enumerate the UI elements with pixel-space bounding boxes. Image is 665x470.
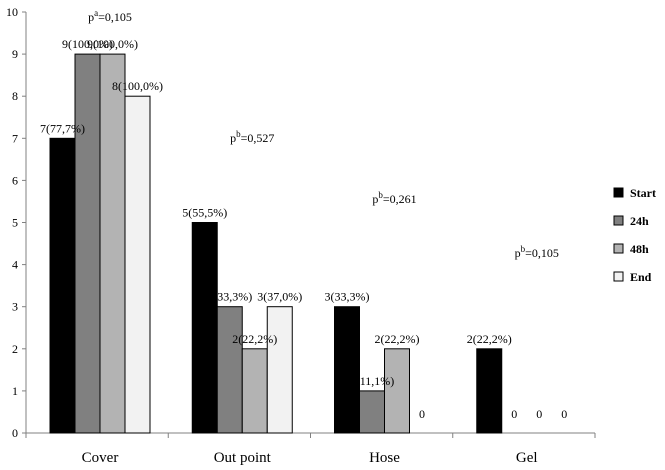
- legend-label: 24h: [630, 214, 649, 228]
- p-value-label: pb=0,261: [372, 190, 416, 206]
- y-tick-label: 10: [6, 5, 18, 19]
- data-label: 8(100,0%): [112, 79, 163, 93]
- axes: 0 1 2 3 4 5 6 7 8 9 10 Cover Out point Hose Gel: [6, 5, 596, 466]
- legend-label: Start: [630, 186, 656, 200]
- data-label: 0: [561, 407, 567, 421]
- data-label: 0: [419, 407, 425, 421]
- data-label: 3(33,3%): [207, 290, 252, 304]
- data-label: 9(100,0%): [62, 37, 113, 51]
- p-value-label: pb=0,527: [230, 129, 274, 145]
- data-label: 1(11,1%): [350, 374, 395, 388]
- bar: [334, 306, 360, 434]
- legend-swatch: [613, 187, 624, 198]
- legend-swatch: [613, 271, 624, 282]
- bar: [49, 137, 76, 434]
- x-category-label: Cover: [82, 450, 119, 466]
- data-label: 0: [536, 407, 542, 421]
- x-category-label: Gel: [516, 450, 538, 466]
- bar: [384, 348, 410, 434]
- data-label: 2(22,2%): [232, 332, 277, 346]
- data-label: 3(37,0%): [257, 290, 302, 304]
- bar: [359, 390, 385, 434]
- y-tick-label: 3: [12, 300, 18, 314]
- y-tick-label: 4: [12, 258, 18, 272]
- data-label: 0: [511, 407, 517, 421]
- y-tick-label: 6: [12, 173, 18, 187]
- y-tick-label: 8: [12, 89, 18, 103]
- bar: [99, 53, 126, 434]
- y-tick-label: 0: [12, 426, 18, 440]
- bar: [476, 348, 503, 434]
- y-tick-label: 1: [12, 384, 18, 398]
- data-label: 7(77,7%): [40, 121, 85, 135]
- p-value-label: pa=0,105: [88, 8, 132, 24]
- p-value-annotations: pa=0,105 pb=0,527 pb=0,261 pb=0,105: [88, 8, 559, 260]
- y-tick-label: 2: [12, 342, 18, 356]
- data-labels: 7(77,7%) 5(55,5%) 3(33,3%) 2(22,2%) 9(100,0%…: [40, 37, 567, 421]
- y-tick-label: 7: [12, 131, 18, 145]
- y-tick-label: 5: [12, 216, 18, 230]
- data-label: 2(22,2%): [375, 332, 420, 346]
- legend-swatch: [613, 215, 624, 226]
- data-label: 5(55,5%): [182, 206, 227, 220]
- y-tick-label: 9: [12, 47, 18, 61]
- p-value-label: pb=0,105: [515, 244, 559, 260]
- data-label: 9(100,0%): [87, 37, 138, 51]
- bar: [266, 306, 293, 434]
- data-label: 2(22,2%): [467, 332, 512, 346]
- bar: [74, 53, 101, 434]
- legend-label: End: [630, 270, 652, 284]
- bar: [241, 348, 268, 434]
- bar: [216, 306, 243, 434]
- x-category-label: Hose: [369, 450, 400, 466]
- x-category-label: Out point: [214, 450, 272, 466]
- bar: [124, 95, 151, 434]
- legend-swatch: [613, 243, 624, 254]
- data-label: 3(33,3%): [325, 290, 370, 304]
- legend: Start 24h 48h End: [613, 186, 656, 284]
- bar: [191, 222, 218, 434]
- bars: [49, 53, 503, 434]
- legend-label: 48h: [630, 242, 649, 256]
